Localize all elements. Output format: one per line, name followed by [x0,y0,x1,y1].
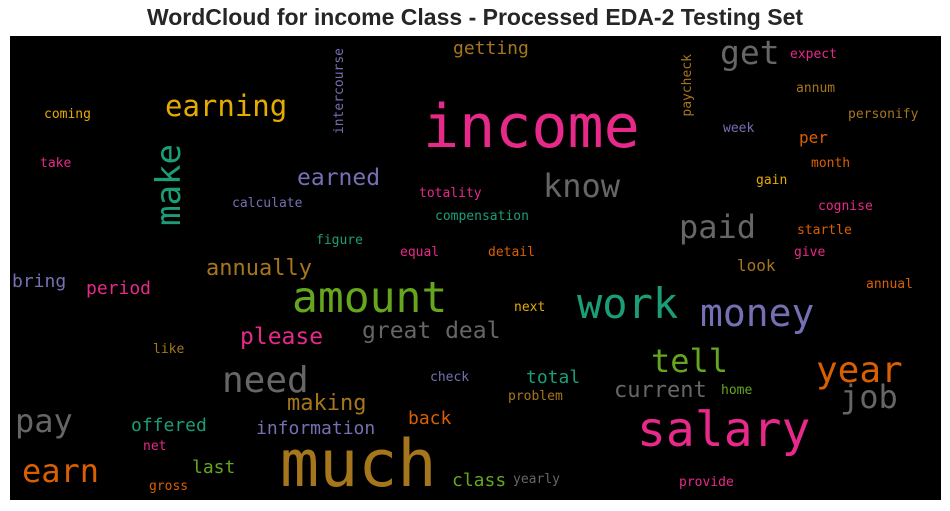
word-personify: personify [848,107,919,122]
word-income: income [423,92,640,162]
word-tell: tell [651,342,728,380]
word-home: home [721,383,752,398]
word-give: give [794,245,825,260]
word-calculate: calculate [232,196,303,211]
word-month: month [811,156,850,171]
word-equal: equal [400,245,439,260]
word-look: look [737,256,776,275]
word-information: information [256,418,375,439]
word-current: current [614,378,707,403]
word-like: like [153,342,184,357]
word-cognise: cognise [818,199,873,214]
word-expect: expect [790,47,837,62]
word-per: per [799,128,828,147]
word-class: class [452,470,506,491]
word-work: work [577,279,678,328]
word-making: making [287,391,366,416]
word-annum: annum [796,81,835,96]
word-earned: earned [297,165,380,191]
word-problem: problem [508,389,563,404]
word-year: year [816,350,903,391]
word-offered: offered [131,415,207,436]
word-know: know [543,167,621,205]
word-earning: earning [165,89,287,123]
word-pay: pay [15,402,73,440]
word-gross: gross [149,479,188,494]
word-take: take [40,156,71,171]
word-yearly: yearly [513,472,560,487]
word-figure: figure [316,233,363,248]
word-gain: gain [756,173,787,188]
word-compensation: compensation [435,209,529,224]
word-net: net [143,439,166,454]
word-week: week [723,121,754,136]
word-getting: getting [453,38,529,59]
word-provide: provide [679,475,734,490]
wordcloud-canvas: income much salary amount work money make need e… [10,36,941,500]
word-make: make [149,144,189,226]
word-please: please [240,324,323,350]
word-annually: annually [206,256,312,281]
word-last: last [192,457,235,478]
word-job: job [840,378,898,416]
chart-title: WordCloud for income Class - Processed E… [146,4,804,30]
word-great-deal: great deal [362,318,500,344]
word-back: back [408,408,452,429]
word-startle: startle [797,223,852,238]
word-paid: paid [679,208,756,246]
word-period: period [86,278,151,299]
word-earn: earn [22,452,99,490]
word-need: need [222,360,309,401]
word-amount: amount [292,273,447,323]
word-annual: annual [866,277,913,292]
word-total: total [526,367,580,388]
word-intercourse: intercourse [332,48,347,134]
word-bring: bring [12,271,66,292]
word-paycheck: paycheck [680,54,695,117]
word-totality: totality [419,186,482,201]
wordcloud-svg: income much salary amount work money make need e… [12,36,919,500]
word-detail: detail [488,245,535,260]
word-much: much [280,427,437,500]
word-next: next [514,300,545,315]
word-money: money [700,291,814,335]
word-check: check [430,370,469,385]
word-coming: coming [44,107,91,122]
word-get: get [720,36,780,72]
word-salary: salary [637,402,810,458]
